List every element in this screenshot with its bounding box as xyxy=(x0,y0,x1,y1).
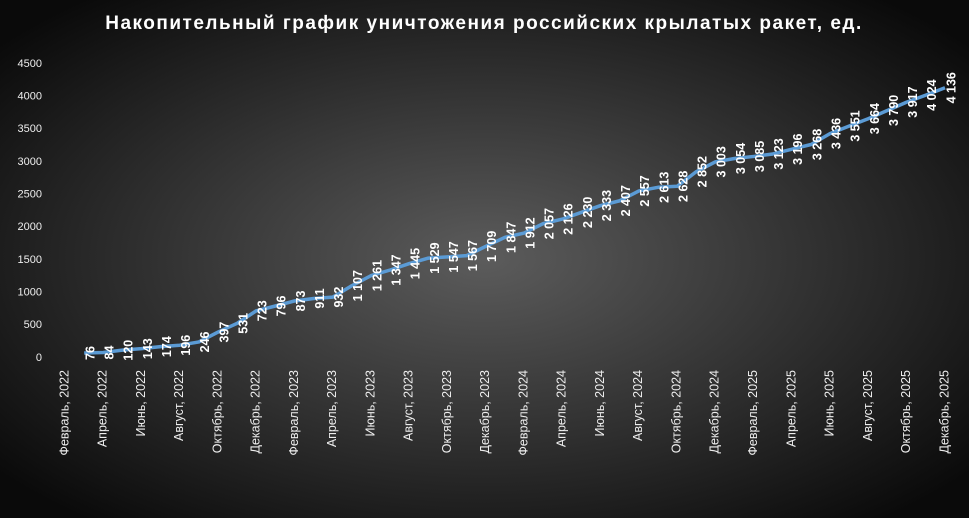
x-tick-label: Декабрь, 2023 xyxy=(478,370,492,454)
x-tick-label: Апрель, 2024 xyxy=(555,370,569,447)
data-label: 1 847 xyxy=(504,222,518,253)
data-label: 796 xyxy=(275,296,289,317)
data-label: 3 085 xyxy=(753,141,767,172)
data-label: 196 xyxy=(179,335,193,356)
data-label: 3 790 xyxy=(887,95,901,126)
data-label: 120 xyxy=(122,340,136,361)
data-label: 1 567 xyxy=(466,240,480,271)
data-label: 2 852 xyxy=(696,156,710,187)
y-tick-label: 4500 xyxy=(18,58,42,70)
x-tick-label: Август, 2023 xyxy=(402,370,416,441)
x-tick-label: Июнь, 2025 xyxy=(823,370,837,437)
data-label: 2 407 xyxy=(619,185,633,216)
data-label: 932 xyxy=(332,287,346,308)
x-tick-label: Июнь, 2024 xyxy=(593,370,607,437)
x-tick-label: Февраль, 2022 xyxy=(57,370,71,456)
data-label: 3 917 xyxy=(906,86,920,117)
data-label: 1 107 xyxy=(351,270,365,301)
y-tick-label: 1500 xyxy=(18,254,42,266)
data-label: 3 123 xyxy=(772,138,786,169)
data-label: 2 628 xyxy=(676,171,690,202)
data-label: 1 529 xyxy=(428,242,442,273)
data-label: 1 912 xyxy=(523,217,537,248)
data-label: 3 196 xyxy=(791,134,805,165)
x-tick-label: Апрель, 2025 xyxy=(784,370,798,447)
data-label: 3 664 xyxy=(868,103,882,134)
x-tick-label: Август, 2024 xyxy=(631,370,645,441)
data-label: 2 230 xyxy=(581,197,595,228)
data-label: 4 024 xyxy=(925,79,939,110)
data-label: 3 551 xyxy=(849,110,863,141)
data-label: 2 126 xyxy=(562,203,576,234)
data-label: 3 436 xyxy=(830,118,844,149)
x-tick-label: Декабрь, 2024 xyxy=(708,370,722,454)
x-tick-label: Февраль, 2023 xyxy=(287,370,301,456)
x-tick-label: Октябрь, 2022 xyxy=(210,370,224,453)
data-label: 174 xyxy=(160,336,174,357)
y-tick-label: 0 xyxy=(36,352,42,364)
data-label: 84 xyxy=(103,346,117,360)
y-tick-label: 500 xyxy=(24,319,42,331)
x-tick-label: Август, 2022 xyxy=(172,370,186,441)
data-label: 397 xyxy=(217,322,231,343)
y-tick-label: 1000 xyxy=(18,287,42,299)
data-label: 723 xyxy=(256,300,270,321)
data-label: 911 xyxy=(313,288,327,308)
x-tick-label: Февраль, 2025 xyxy=(746,370,760,456)
x-tick-label: Апрель, 2023 xyxy=(325,370,339,447)
x-tick-label: Июнь, 2023 xyxy=(363,370,377,437)
data-label: 76 xyxy=(83,346,97,360)
y-tick-label: 2000 xyxy=(18,221,42,233)
data-label: 3 268 xyxy=(810,129,824,160)
x-tick-label: Октябрь, 2023 xyxy=(440,370,454,453)
data-label: 4 136 xyxy=(944,72,958,103)
data-label: 246 xyxy=(198,331,212,352)
data-label: 1 347 xyxy=(390,254,404,285)
data-label: 873 xyxy=(294,290,308,311)
data-label: 1 709 xyxy=(485,231,499,262)
y-tick-label: 3500 xyxy=(18,123,42,135)
data-label: 1 261 xyxy=(370,260,384,291)
chart-title: Накопительный график уничтожения российс… xyxy=(105,13,863,34)
data-label: 2 557 xyxy=(638,175,652,206)
data-label: 1 445 xyxy=(409,248,423,279)
x-tick-label: Июнь, 2022 xyxy=(134,370,148,437)
data-label: 1 547 xyxy=(447,241,461,272)
y-tick-label: 3000 xyxy=(18,156,42,168)
x-tick-label: Февраль, 2024 xyxy=(516,370,530,456)
data-label: 2 333 xyxy=(600,190,614,221)
data-label: 2 613 xyxy=(657,172,671,203)
x-tick-label: Октябрь, 2024 xyxy=(669,370,683,453)
x-tick-label: Октябрь, 2025 xyxy=(899,370,913,453)
data-label: 3 054 xyxy=(734,143,748,174)
y-tick-label: 4000 xyxy=(18,91,42,103)
y-tick-label: 2500 xyxy=(18,189,42,201)
data-label: 2 057 xyxy=(543,208,557,239)
x-tick-label: Август, 2025 xyxy=(861,370,875,441)
data-label: 143 xyxy=(141,338,155,359)
x-tick-label: Декабрь, 2025 xyxy=(937,370,951,454)
line xyxy=(84,86,946,355)
x-tick-label: Декабрь, 2022 xyxy=(249,370,263,454)
x-tick-label: Апрель, 2022 xyxy=(96,370,110,447)
data-label: 3 003 xyxy=(715,146,729,177)
data-label: 531 xyxy=(236,313,250,334)
